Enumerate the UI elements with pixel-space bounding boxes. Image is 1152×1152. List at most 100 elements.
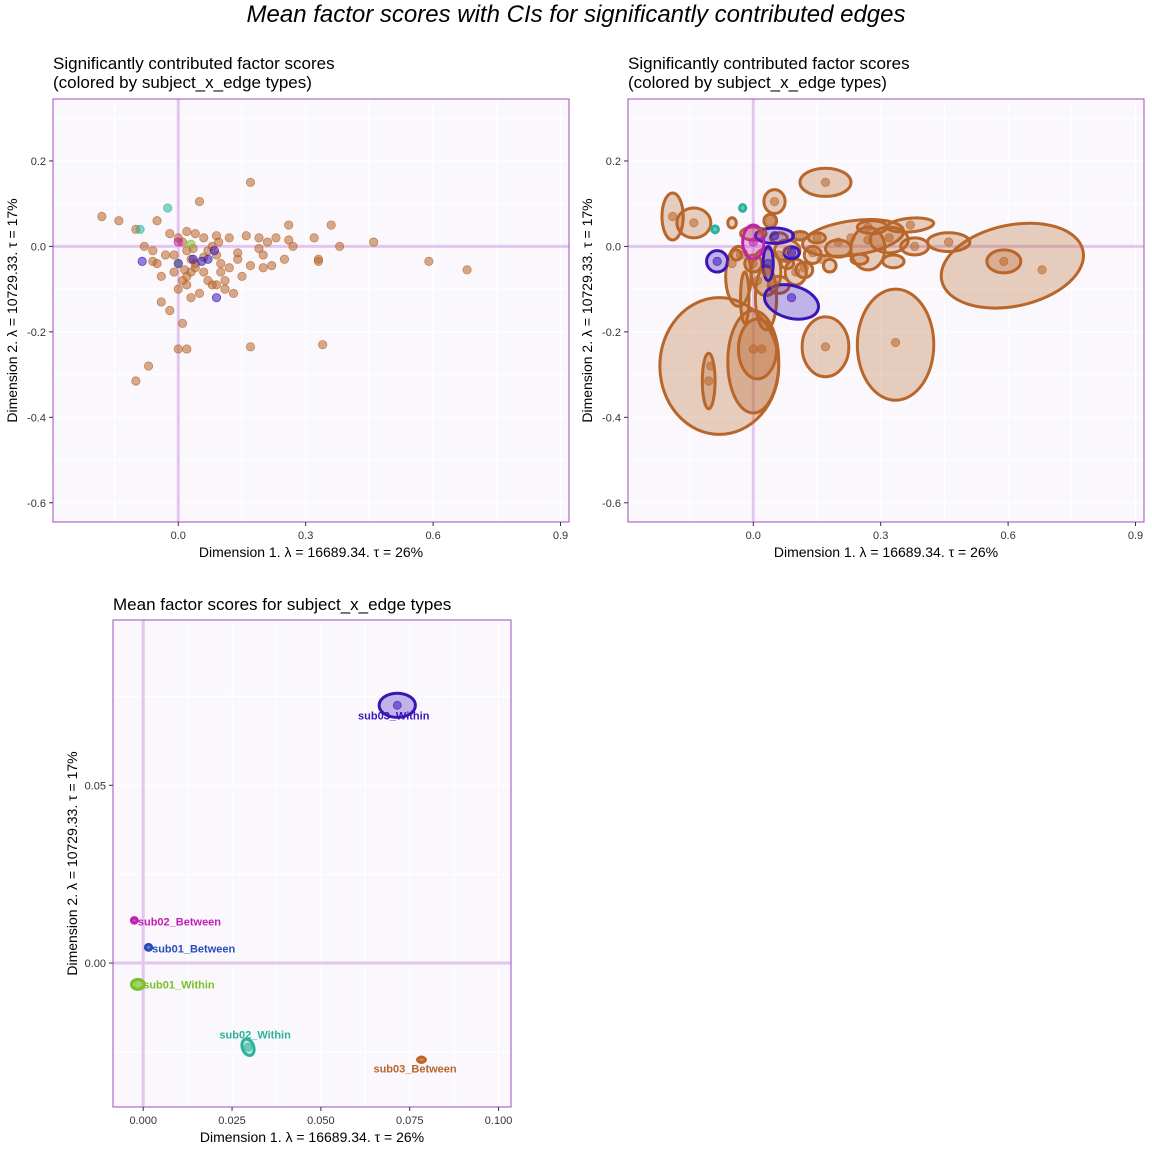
x-tick-label: 0.6 — [425, 530, 440, 542]
data-point-sub03_Between — [233, 248, 243, 258]
data-point-sub03_Between — [160, 250, 171, 260]
data-point-sub03_Between — [267, 261, 277, 271]
point-label: sub03_Between — [373, 1064, 456, 1076]
data-point-sub03_Between — [199, 267, 209, 277]
data-point-sub03_Between — [846, 233, 856, 243]
data-point-sub03_Between — [335, 241, 345, 252]
panel-title: (colored by subject_x_edge types) — [628, 73, 887, 92]
data-point-sub03_Between — [114, 216, 124, 226]
data-point-sub03_Between — [216, 258, 226, 269]
panel3: Mean factor scores for subject_x_edge ty… — [64, 595, 512, 1145]
y-tick-label: 0.2 — [31, 156, 46, 168]
data-point-sub03_Between — [186, 293, 196, 303]
point-label: sub01_Between — [152, 944, 235, 956]
x-tick-label: 0.000 — [129, 1115, 157, 1127]
y-tick-label: -0.4 — [602, 412, 621, 424]
data-point-sub03_Between — [156, 297, 166, 307]
data-point-sub02_Between — [173, 237, 183, 247]
plot-area — [658, 166, 1085, 436]
panel-background — [53, 99, 569, 522]
data-point-sub03_Between — [258, 250, 268, 260]
data-point-sub03_Between — [177, 318, 188, 328]
y-tick-label: 0.00 — [85, 958, 106, 970]
data-point-sub03_Within — [188, 254, 198, 264]
x-tick-label: 0.025 — [218, 1115, 246, 1127]
data-point-sub03_Between — [752, 275, 763, 286]
data-point-sub03_Within — [786, 248, 797, 258]
panel-title: Mean factor scores for subject_x_edge ty… — [113, 595, 451, 614]
data-point-sub03_Between — [199, 233, 209, 243]
data-point-sub03_Between — [245, 177, 256, 187]
x-tick-label: 0.3 — [298, 530, 313, 542]
data-point-sub03_Between — [769, 196, 780, 207]
point-label: sub02_Between — [138, 917, 221, 929]
data-point-sub03_Between — [757, 344, 767, 354]
data-point-sub03_Between — [180, 265, 190, 275]
data-point-sub03_Between — [288, 241, 298, 252]
data-point-sub03_Between — [774, 250, 784, 260]
data-point-sub03_Between — [148, 256, 158, 266]
data-point-sub03_Between — [910, 241, 920, 252]
data-point-sub03_Between — [131, 376, 141, 386]
data-point-sub03_Between — [228, 288, 239, 299]
data-point-sub03_Between — [748, 258, 758, 269]
ci-ellipse-sub03_Between — [881, 253, 906, 270]
data-point-sub03_Between — [203, 275, 213, 286]
data-point-sub03_Between — [944, 237, 954, 247]
y-axis-label: Dimension 2. λ = 10729.33. τ = 17% — [4, 198, 20, 422]
data-point-sub03_Between — [97, 211, 107, 222]
data-point-sub03_Between — [258, 263, 268, 273]
data-point-sub02_Within — [135, 224, 145, 234]
plot-area — [97, 177, 472, 386]
data-point-sub03_Between — [182, 344, 192, 354]
y-tick-label: -0.6 — [27, 498, 46, 510]
data-point-sub03_Between — [169, 250, 179, 260]
data-point-sub03_Within — [769, 231, 780, 241]
data-point-sub03_Between — [816, 254, 826, 264]
data-point-sub02_Between — [129, 915, 139, 925]
y-tick-label: 0.0 — [606, 241, 621, 253]
data-point-sub03_Between — [241, 231, 251, 241]
data-point-sub03_Between — [190, 228, 200, 239]
panel-title: (colored by subject_x_edge types) — [53, 73, 312, 92]
data-point-sub03_Between — [999, 256, 1009, 266]
data-point-sub03_Between — [182, 226, 192, 237]
x-axis-label: Dimension 1. λ = 16689.34. τ = 26% — [199, 544, 423, 560]
y-tick-label: 0.2 — [606, 156, 621, 168]
data-point-sub03_Between — [169, 267, 179, 277]
panel-title: Significantly contributed factor scores — [628, 54, 910, 73]
data-point-sub03_Between — [765, 216, 775, 226]
data-point-sub03_Between — [905, 220, 916, 230]
data-point-sub03_Between — [748, 344, 758, 354]
data-point-sub03_Between — [165, 305, 175, 316]
x-axis-label: Dimension 1. λ = 16689.34. τ = 26% — [200, 1129, 424, 1145]
data-point-sub03_Between — [462, 265, 472, 275]
data-point-sub03_Between — [417, 1055, 426, 1065]
ci-ellipse-sub03_Between — [849, 252, 870, 266]
data-point-sub01_Within — [133, 979, 143, 989]
data-point-sub03_Between — [890, 337, 901, 348]
panel-background — [628, 99, 1144, 522]
data-point-sub03_Between — [173, 284, 183, 294]
data-point-sub03_Within — [137, 256, 147, 266]
data-point-sub03_Between — [313, 256, 324, 266]
data-point-sub03_Between — [833, 237, 843, 247]
data-point-sub03_Between — [271, 233, 281, 243]
data-point-sub03_Between — [284, 220, 294, 230]
panel-border — [627, 98, 1145, 523]
data-point-sub03_Between — [769, 280, 780, 290]
data-point-sub03_Between — [727, 258, 737, 269]
data-point-sub03_Between — [254, 233, 264, 243]
data-point-sub03_Between — [757, 226, 767, 237]
data-point-sub03_Between — [254, 243, 264, 254]
data-point-sub03_Between — [667, 211, 678, 222]
data-point-sub03_Between — [795, 231, 805, 241]
panel1: Significantly contributed factor scores(… — [4, 54, 570, 560]
x-axis-label: Dimension 1. λ = 16689.34. τ = 26% — [774, 544, 998, 560]
y-tick-label: -0.2 — [27, 327, 46, 339]
x-tick-label: 0.050 — [307, 1115, 335, 1127]
data-point-sub03_Between — [194, 196, 205, 207]
data-point-sub03_Between — [245, 261, 256, 271]
panel-border — [52, 98, 570, 523]
data-point-sub03_Between — [262, 237, 273, 247]
